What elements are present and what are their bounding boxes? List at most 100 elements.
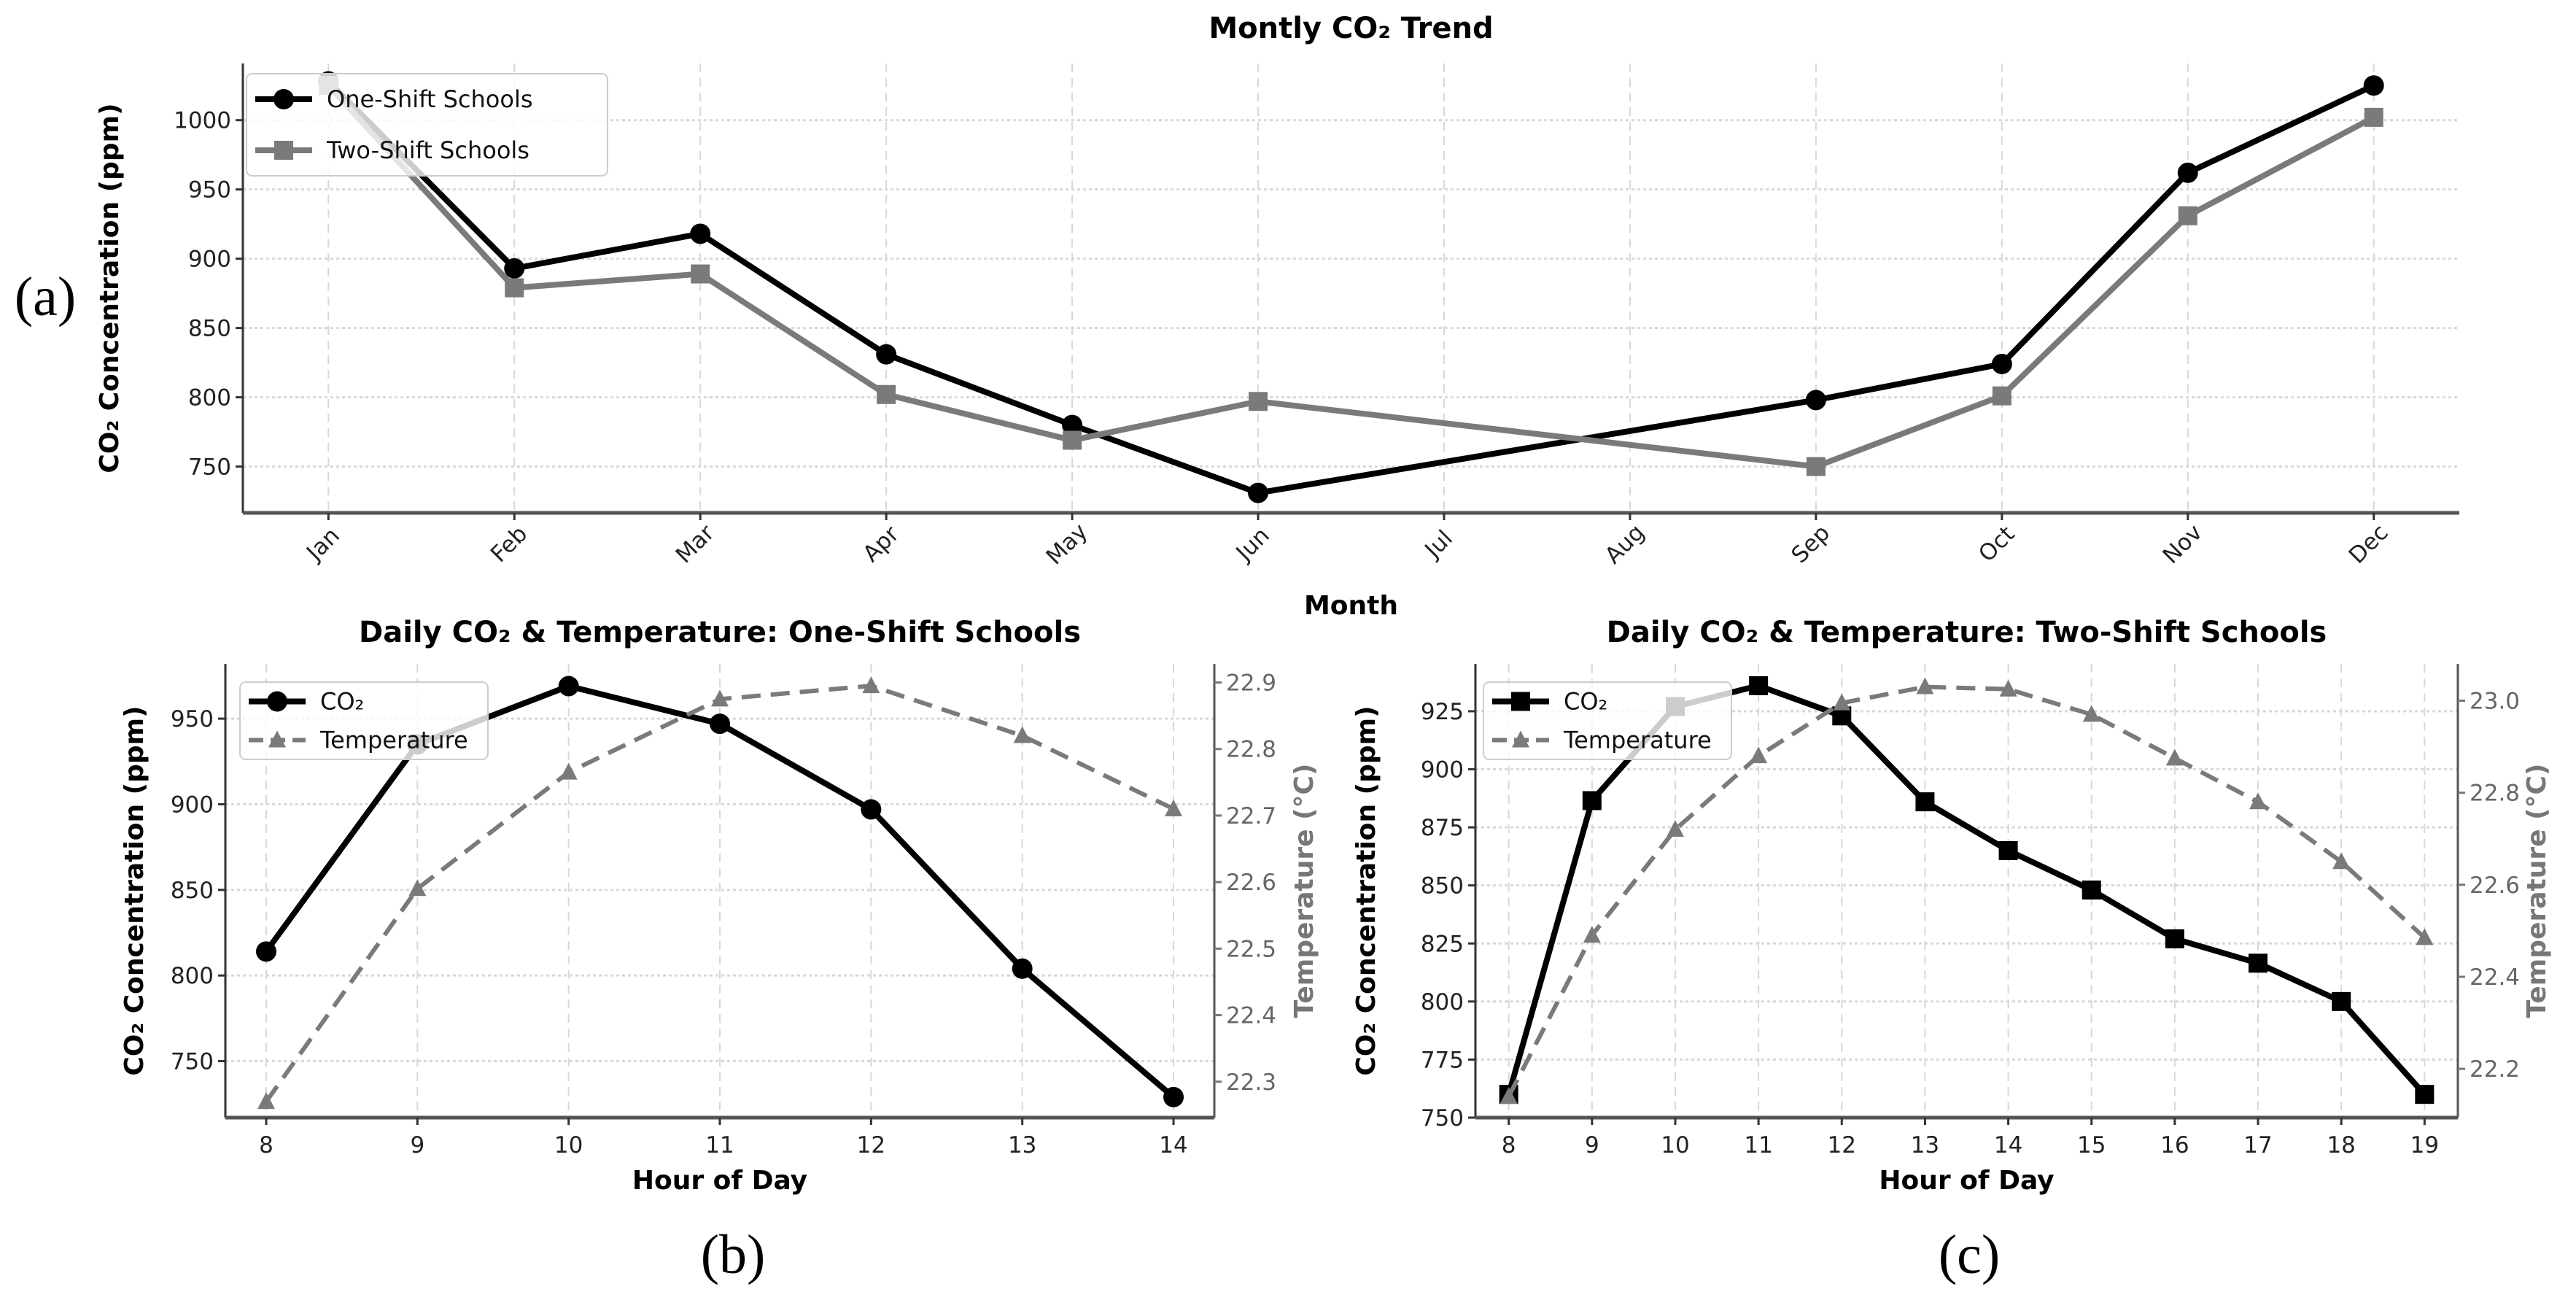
- x-tick-label: 12: [1828, 1132, 1856, 1158]
- x-tick-label: 17: [2243, 1132, 2272, 1158]
- data-point: [1805, 390, 1826, 411]
- data-point: [2177, 162, 2198, 183]
- data-point: [257, 1092, 275, 1110]
- y-tick-label: 850: [188, 316, 231, 342]
- y-tick-label: 800: [171, 963, 214, 989]
- x-tick-label: 8: [259, 1132, 273, 1158]
- legend-marker: [267, 691, 287, 712]
- y2-tick-label: 22.6: [2470, 873, 2520, 899]
- x-tick-label: 11: [1744, 1132, 1772, 1158]
- legend-label: CO₂: [320, 688, 364, 716]
- y2-axis-label: Temperature (°C): [2522, 764, 2552, 1018]
- y-tick-label: 950: [188, 177, 231, 204]
- y2-tick-label: 22.5: [1226, 936, 1276, 962]
- y-tick-label: 950: [171, 706, 214, 732]
- y-axis-label: CO₂ Concentration (ppm): [1351, 705, 1381, 1075]
- daily-one-shift-chart: 8 9 10 11 12 13 14 750 800 850 900 950 22.3 22.4 22.5 2…: [120, 616, 1319, 1196]
- data-point: [558, 676, 579, 697]
- data-point: [2082, 881, 2101, 900]
- data-point: [1582, 791, 1602, 810]
- y-tick-label: 875: [1421, 815, 1464, 841]
- x-tick-label: 13: [1911, 1132, 1939, 1158]
- data-point: [2249, 953, 2268, 973]
- y2-tick-label: 22.7: [1226, 803, 1276, 829]
- data-point: [1013, 726, 1031, 743]
- data-point: [1165, 799, 1183, 816]
- data-point: [1916, 677, 1934, 695]
- data-point: [1163, 1086, 1184, 1107]
- y2-tick-label: 22.4: [2470, 964, 2520, 991]
- x-tick-label: 13: [1008, 1132, 1036, 1158]
- panel-label-c: (c): [1939, 1224, 2000, 1285]
- data-point: [876, 344, 897, 365]
- data-point: [1915, 792, 1935, 812]
- data-point: [2178, 206, 2197, 225]
- data-point: [2415, 1085, 2435, 1104]
- series-line: [326, 83, 2375, 470]
- monthly-co2-chart: Jan Feb Mar Apr May Jun Jul Aug Sep Oct Nov Dec7508…: [95, 12, 2459, 621]
- y2-tick-label: 22.9: [1226, 670, 1276, 697]
- y-tick-label: 1000: [174, 108, 231, 134]
- legend: CO₂ Temperature: [1483, 681, 1732, 760]
- data-point: [710, 713, 730, 735]
- data-point: [1063, 430, 1082, 450]
- data-point: [2249, 792, 2267, 810]
- y-tick-label: 900: [188, 247, 231, 273]
- legend-marker: [1511, 692, 1530, 711]
- data-point: [1583, 926, 1601, 943]
- x-tick-label: 10: [554, 1132, 583, 1158]
- data-point: [1249, 392, 1268, 411]
- data-point: [1998, 840, 2018, 860]
- x-tick-label: 15: [2077, 1132, 2106, 1158]
- y-tick-label: 850: [1421, 873, 1464, 899]
- x-axis-label: Hour of Day: [632, 1166, 807, 1196]
- y2-axis-label: Temperature (°C): [1289, 764, 1319, 1018]
- data-point: [504, 258, 525, 279]
- chart-title: Daily CO₂ & Temperature: One-Shift Schoo…: [359, 616, 1081, 649]
- data-point: [255, 941, 276, 962]
- data-point: [1833, 693, 1851, 711]
- legend-label: Temperature: [319, 727, 468, 754]
- data-point: [2332, 991, 2351, 1011]
- legend-marker: [268, 730, 286, 748]
- x-tick-label: 14: [1159, 1132, 1187, 1158]
- x-axis-label: Month: [1304, 591, 1398, 621]
- series-temperature: [1500, 677, 2434, 1104]
- data-point: [861, 799, 882, 820]
- legend-marker: [273, 89, 294, 109]
- series-line: [1506, 684, 2426, 1098]
- y-tick-label: 900: [171, 792, 214, 818]
- data-point: [1500, 1086, 1518, 1104]
- data-point: [1248, 482, 1269, 503]
- data-point: [2363, 75, 2384, 96]
- y2-tick-label: 22.2: [2470, 1056, 2520, 1083]
- data-point: [559, 762, 578, 780]
- data-point: [1666, 820, 1684, 837]
- y-tick-label: 800: [1421, 989, 1464, 1015]
- x-tick-label: 11: [705, 1132, 734, 1158]
- data-point: [408, 879, 427, 897]
- panel-label-b: (b): [701, 1224, 766, 1285]
- y-tick-label: 825: [1421, 931, 1464, 957]
- x-tick-label: 10: [1661, 1132, 1689, 1158]
- y-tick-label: 750: [188, 454, 231, 481]
- chart-title: Montly CO₂ Trend: [1209, 12, 1493, 45]
- series-line: [326, 79, 2375, 496]
- x-tick-label: 9: [410, 1132, 424, 1158]
- data-point: [2332, 852, 2351, 870]
- data-point: [1012, 958, 1033, 979]
- x-tick-label: 8: [1502, 1132, 1516, 1158]
- data-point: [1991, 353, 2012, 374]
- series-temperature: [257, 676, 1183, 1110]
- y-tick-label: 800: [188, 385, 231, 411]
- y-axis-label: CO₂ Concentration (ppm): [95, 103, 125, 473]
- y2-tick-label: 22.8: [2470, 781, 2520, 807]
- y-tick-label: 925: [1421, 699, 1464, 725]
- y-tick-label: 850: [171, 878, 214, 904]
- x-axis-label: Hour of Day: [1879, 1166, 2054, 1196]
- data-point: [1806, 457, 1826, 476]
- x-tick-label: 12: [857, 1132, 885, 1158]
- legend-label: One-Shift Schools: [327, 85, 533, 113]
